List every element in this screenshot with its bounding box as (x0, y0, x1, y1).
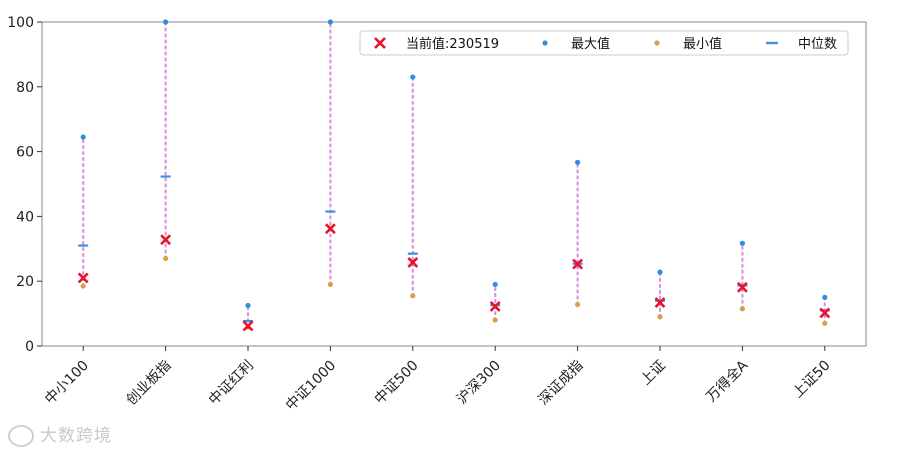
legend-box (359, 30, 849, 56)
x-tick-label: 上证 (638, 358, 669, 389)
current-value-marker (242, 320, 254, 332)
legend-label: 最大值 (571, 36, 610, 52)
max-point (739, 240, 746, 246)
max-point (80, 134, 86, 140)
min-point (80, 283, 86, 289)
current-value-marker (324, 223, 336, 235)
max-point (575, 159, 581, 165)
y-tick-label: 0 (25, 339, 34, 355)
min-point (822, 320, 828, 326)
current-value-marker (572, 258, 584, 270)
y-tick-label: 20 (16, 274, 34, 290)
current-value-marker-stroke (407, 256, 419, 268)
current-value-marker-stroke (654, 297, 666, 309)
min-point (163, 255, 169, 262)
current-value-marker (77, 272, 89, 284)
max-point (410, 74, 416, 80)
legend-label: 最小值 (683, 36, 722, 52)
current-value-marker-stroke (489, 301, 501, 312)
max-point (657, 269, 663, 275)
min-point (410, 293, 416, 299)
x-tick-label: 深证成指 (536, 358, 587, 409)
watermark-text: 大数跨境 (40, 426, 112, 446)
y-tick-label: 100 (7, 15, 34, 31)
current-value-marker-stroke (242, 320, 254, 332)
x-tick-label: 创业板指 (124, 358, 175, 409)
y-tick-label: 60 (16, 145, 34, 161)
current-value-marker-stroke (324, 223, 336, 235)
min-point (575, 301, 581, 308)
current-value-marker (160, 234, 172, 246)
current-value-marker (489, 301, 501, 312)
x-tick-label: 沪深300 (454, 358, 504, 408)
x-tick-label: 中证1000 (283, 358, 339, 414)
y-tick-label: 80 (16, 80, 34, 96)
current-value-marker-stroke (77, 272, 89, 284)
x-tick-label: 中证500 (372, 358, 422, 408)
min-point (327, 281, 333, 288)
current-value-marker (819, 307, 831, 319)
legend-dot-icon (654, 40, 660, 46)
current-value-marker (407, 256, 419, 268)
y-tick-label: 40 (16, 209, 34, 225)
legend-label: 当前值:230519 (406, 36, 499, 52)
legend-dot-icon (542, 40, 548, 46)
x-tick-label: 上证50 (790, 358, 834, 402)
min-point (492, 317, 498, 323)
x-tick-label: 万得全A (703, 357, 752, 406)
x-tick-label: 中小100 (42, 358, 92, 408)
x-tick-label: 中证红利 (206, 358, 257, 409)
legend-current-icon (374, 37, 386, 49)
max-point (245, 302, 251, 309)
current-value-marker-stroke (736, 281, 748, 293)
max-point (822, 294, 828, 300)
plot-frame (41, 21, 867, 347)
max-point (492, 281, 498, 288)
watermark: 大数跨境 (8, 421, 112, 447)
watermark-logo-icon (8, 425, 34, 447)
current-value-marker-stroke (819, 307, 831, 319)
current-value-marker-stroke (160, 234, 172, 246)
max-point (327, 19, 333, 25)
max-point (163, 19, 169, 25)
min-point (739, 306, 746, 312)
legend-label: 中位数 (798, 37, 837, 52)
current-value-marker (736, 281, 748, 293)
current-value-marker (654, 297, 666, 309)
min-point (657, 314, 663, 320)
current-value-marker-stroke (572, 258, 584, 270)
